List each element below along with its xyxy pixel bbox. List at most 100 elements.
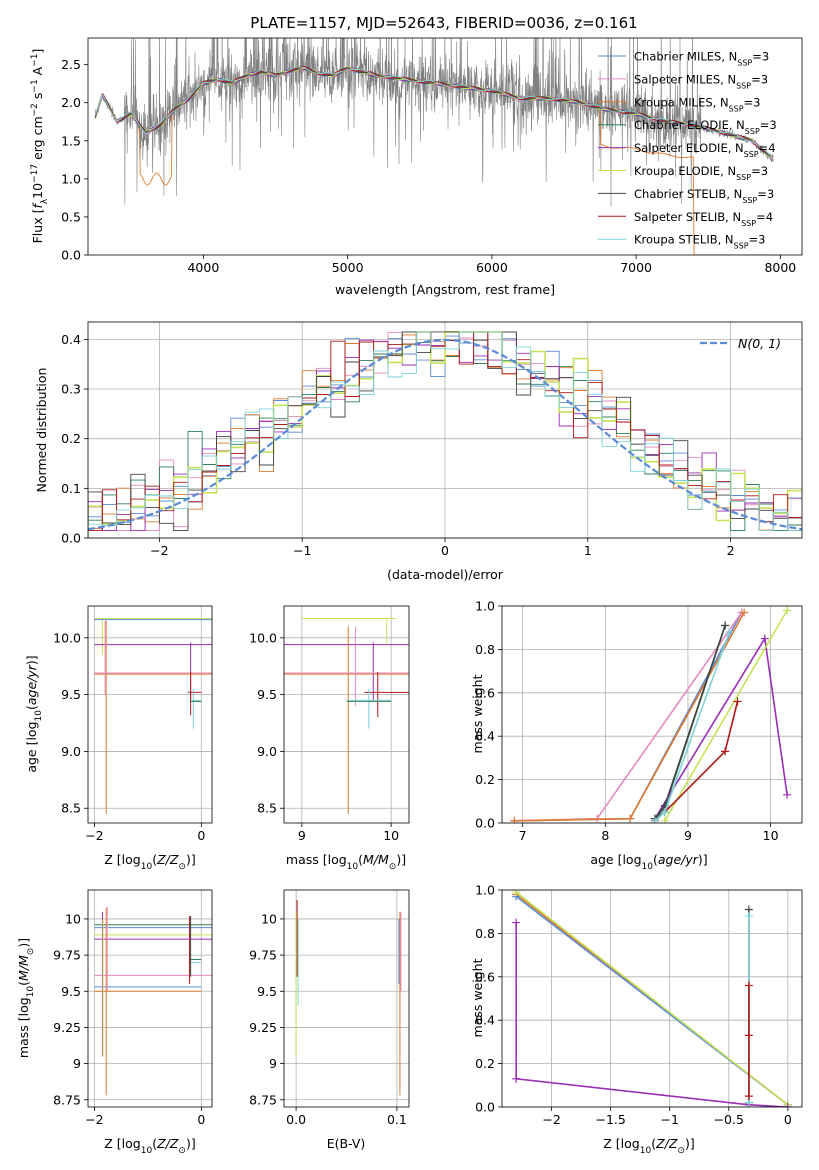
chart-mass_vs_ebv: 0.0 0.1 8.75 9 9.25 9.5 9.75 10 E(B-V) [249, 889, 410, 1151]
legend-label: Kroupa ELODIE, NSSP=3 [634, 164, 768, 182]
x-tick-label: 5000 [332, 260, 364, 275]
y-tick-label: 9.5 [61, 984, 81, 999]
y-tick-label: 0.8 [475, 642, 495, 657]
y-tick-label: 0.0 [61, 248, 81, 263]
x-tick-label: 1 [584, 543, 592, 558]
y-tick-label: 9.5 [257, 687, 277, 702]
x-tick-label: 8000 [764, 260, 796, 275]
weight-marker [733, 697, 742, 706]
weight-marker [626, 814, 635, 823]
y-axis-label: mass weight [470, 674, 485, 753]
legend-label: N(0, 1) [738, 336, 781, 351]
y-tick-label: 0.1 [61, 481, 81, 496]
plot-area [94, 38, 774, 255]
x-tick-label: 9 [298, 828, 306, 843]
y-tick-label: 9.0 [257, 744, 277, 759]
x-tick-label: 7000 [620, 260, 652, 275]
axes-frame [283, 889, 410, 1108]
model-line-chabrier-stelib [94, 66, 774, 159]
x-tick-label: 10 [763, 828, 779, 843]
x-axis-label: (data-model)/error [387, 567, 504, 582]
legend-label: Chabrier MILES, NSSP=3 [634, 50, 769, 68]
chart-residuals: −2 −1 0 1 2 0.0 0.1 0.2 0.3 0.4 N(0, 1) (data-model… [34, 321, 803, 582]
weight-marker [512, 1074, 521, 1083]
axes-frame [283, 605, 410, 824]
y-tick-label: 0.4 [61, 332, 81, 347]
weight-line-salpeter-elodie [654, 636, 788, 820]
y-tick-label: 8.5 [257, 801, 277, 816]
chart-weight_vs_age: 7 8 9 10 0.0 0.2 0.4 0.6 0.8 1.0 age [log10(age/yr… [470, 599, 803, 872]
y-axis-label: Flux [fλ10−17 erg cm−2 s−1 A−1] [30, 49, 50, 244]
plot-area [94, 907, 212, 1096]
x-axis-label: E(B-V) [327, 1136, 366, 1151]
x-tick-label: 9 [684, 828, 692, 843]
x-tick-label: −1.5 [595, 1112, 625, 1127]
y-tick-label: 0.5 [61, 209, 81, 224]
weight-marker [510, 816, 519, 823]
y-tick-label: 8.75 [249, 1092, 277, 1107]
plot-area [88, 331, 802, 538]
plot-area [510, 606, 792, 823]
y-tick-label: 9.5 [257, 984, 277, 999]
y-tick-label: 10 [261, 911, 277, 926]
weight-line-kroupa-elodie [664, 609, 788, 822]
x-tick-label: −2 [150, 543, 168, 558]
chart-spectrum: 4000 5000 6000 7000 8000 0.0 0.5 1.0 1.5 2.0 2.5 Ch… [30, 37, 803, 297]
ticks: −2 0 8.5 9.0 9.5 10.0 [53, 630, 205, 843]
weight-marker [744, 1092, 753, 1101]
y-axis-label: age [log10(age/yr)] [24, 655, 44, 772]
y-tick-label: 10 [65, 911, 81, 926]
x-axis-label: Z [log10(Z/Z⊙)] [104, 852, 195, 872]
x-tick-label: 0 [197, 1112, 205, 1127]
y-tick-label: 1.0 [475, 599, 495, 614]
weight-marker [660, 808, 669, 817]
y-tick-label: 0.8 [475, 926, 495, 941]
axes-frame [87, 605, 213, 824]
ticks: −2 −1 0 1 2 0.0 0.1 0.2 0.3 0.4 [61, 332, 734, 558]
x-tick-label: 0.0 [286, 1112, 306, 1127]
y-tick-label: 0.4 [475, 1013, 495, 1028]
y-tick-label: 8.5 [61, 801, 81, 816]
ticks: 7 8 9 10 0.0 0.2 0.4 0.6 0.8 1.0 [475, 599, 778, 844]
x-axis-label: Z [log10(Z/Z⊙)] [603, 1136, 694, 1156]
y-tick-label: 0.3 [61, 382, 81, 397]
x-tick-label: 0 [441, 543, 449, 558]
y-tick-label: 10.0 [53, 630, 81, 645]
chart-age_vs_Z: −2 0 8.5 9.0 9.5 10.0 Z [log10(Z/Z⊙)] age [log1… [24, 605, 213, 872]
y-tick-label: 1.0 [475, 883, 495, 898]
ticks: 9 10 8.5 9.0 9.5 10.0 [249, 630, 399, 843]
legend-label: Kroupa STELIB, NSSP=3 [634, 233, 765, 251]
y-tick-label: 0.6 [475, 685, 495, 700]
grid [88, 606, 212, 823]
ticks: 4000 5000 6000 7000 8000 0.0 0.5 1.0 1.5 2.0 2.5 [61, 57, 796, 275]
y-tick-label: 0.4 [475, 729, 495, 744]
x-tick-label: −1 [660, 1112, 678, 1127]
weight-marker [783, 1103, 792, 1107]
y-tick-label: 9 [269, 1056, 277, 1071]
weight-marker [783, 606, 792, 615]
weight-marker [512, 918, 521, 927]
weight-marker [725, 628, 734, 637]
y-tick-label: 0.0 [475, 816, 495, 831]
axes-frame [87, 889, 213, 1108]
chart-mass_vs_Z: −2 0 8.75 9 9.25 9.5 9.75 10 Z [log10(Z/Z⊙)] mass… [16, 889, 213, 1156]
weight-marker [744, 981, 753, 990]
y-tick-label: 1.5 [61, 133, 81, 148]
x-tick-label: 7 [519, 828, 527, 843]
legend-label: Kroupa MILES, NSSP=3 [634, 95, 760, 113]
y-tick-label: 9.75 [53, 948, 81, 963]
legend-label: Chabrier STELIB, NSSP=3 [634, 187, 774, 205]
legend-label: Salpeter STELIB, NSSP=4 [634, 210, 773, 228]
legend: Chabrier MILES, NSSP=3 Salpeter MILES, NS… [598, 50, 777, 251]
grid [284, 606, 409, 823]
y-tick-label: 8.75 [53, 1092, 81, 1107]
x-tick-label: −2 [542, 1112, 560, 1127]
x-tick-label: 8 [601, 828, 609, 843]
weight-line-salpeter-miles [514, 612, 743, 822]
x-axis-label: Z [log10(Z/Z⊙)] [104, 1136, 195, 1156]
axes-frame [501, 605, 803, 824]
weight-marker [512, 890, 521, 897]
plot-area [94, 617, 212, 814]
y-tick-label: 9.0 [61, 744, 81, 759]
